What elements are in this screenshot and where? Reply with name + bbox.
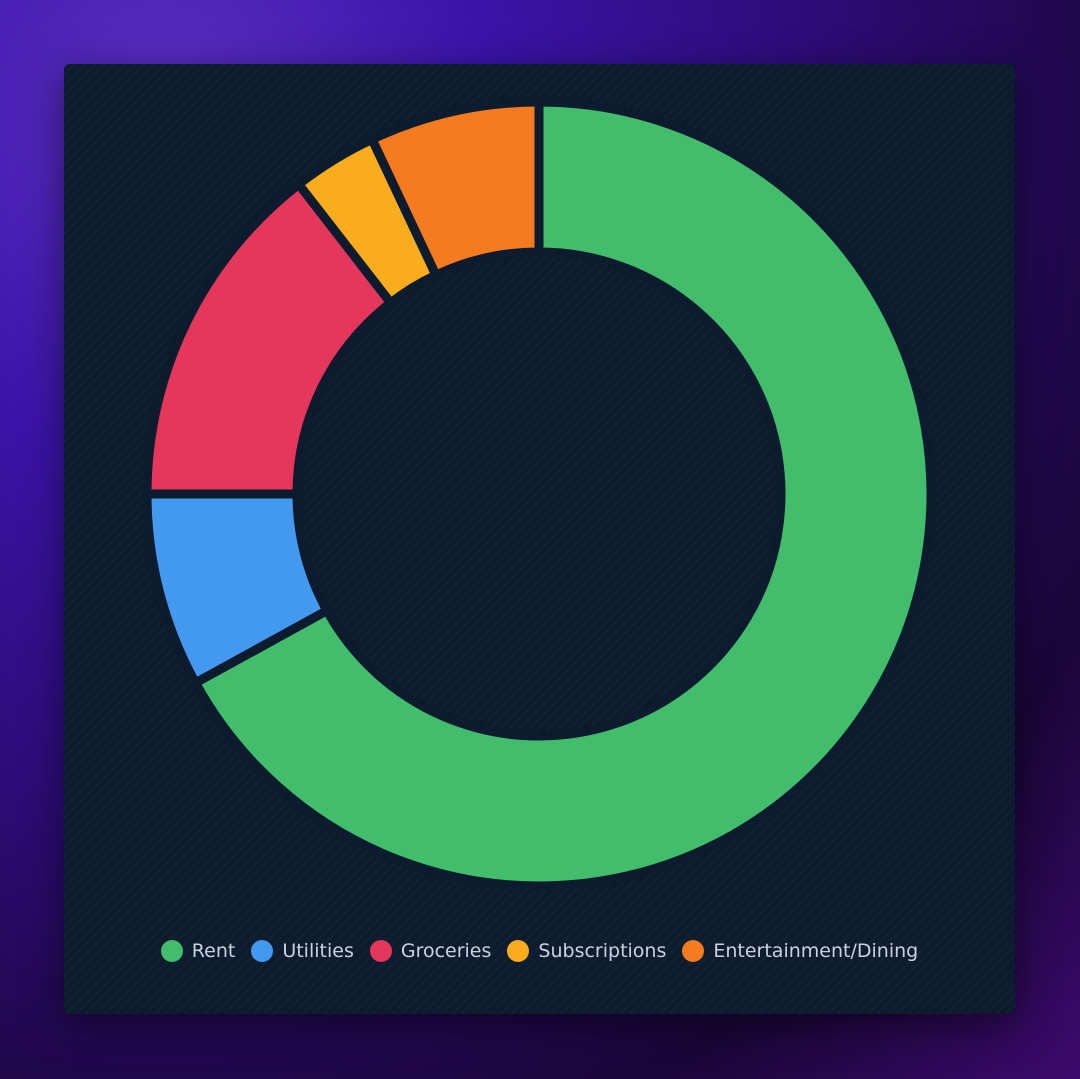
donut-slice — [367, 97, 544, 280]
legend-label: Utilities — [282, 940, 354, 962]
legend-item: Utilities — [251, 940, 354, 962]
chart-card: Rent Utilities Groceries Subscriptions Enter… — [64, 64, 1015, 1014]
legend-swatch — [251, 940, 274, 962]
donut-slice — [190, 97, 936, 891]
legend-item: Subscriptions — [507, 940, 666, 962]
legend-item: Rent — [160, 940, 236, 962]
legend-item: Groceries — [369, 940, 492, 962]
legend-swatch — [682, 940, 705, 962]
legend-label: Groceries — [400, 940, 492, 962]
legend-label: Subscriptions — [538, 940, 667, 962]
legend-swatch — [507, 940, 530, 962]
legend-label: Rent — [191, 940, 236, 962]
legend-item: Entertainment/Dining — [682, 940, 918, 962]
legend-swatch — [160, 940, 183, 962]
legend-swatch — [369, 940, 392, 962]
chart — [142, 97, 936, 891]
legend: Rent Utilities Groceries Subscriptions Enter… — [64, 940, 1015, 962]
legend-label: Entertainment/Dining — [713, 940, 919, 962]
